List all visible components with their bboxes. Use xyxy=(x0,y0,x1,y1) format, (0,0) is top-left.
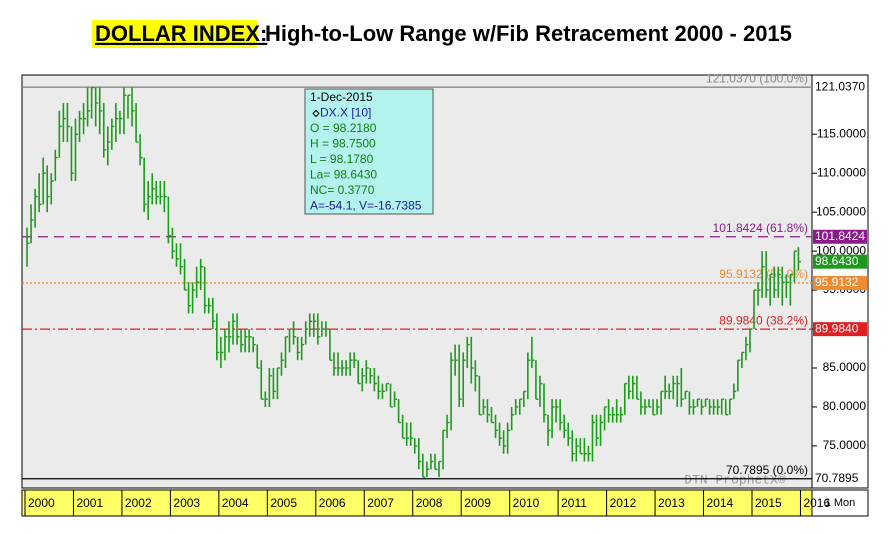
fib-tag-bg xyxy=(813,322,867,337)
fib-tag-bg xyxy=(813,471,867,486)
x-tick-label: 2013 xyxy=(658,496,685,510)
y-tick-label: 105.0000 xyxy=(816,204,866,218)
y-tick-label: 85.0000 xyxy=(823,360,867,374)
time-axis xyxy=(21,489,869,517)
fib-tag-bg xyxy=(813,80,867,95)
fib-tag: 121.0370 xyxy=(815,79,865,93)
chart-title: High-to-Low Range w/Fib Retracement 2000… xyxy=(265,21,792,46)
x-tick-label: 2016 xyxy=(803,496,830,510)
tooltip-line: NC= 0.3770 xyxy=(310,183,375,197)
x-tick-label: 2005 xyxy=(270,496,297,510)
y-tick-label: 115.0000 xyxy=(817,126,866,140)
x-tick-label: 2010 xyxy=(513,496,540,510)
x-tick-label: 2009 xyxy=(464,496,491,510)
tooltip: 1-Dec-2015 DX.X [10]O = 98.2180 H = 98.750… xyxy=(304,88,434,215)
tooltip-line: 1-Dec-2015 xyxy=(310,90,373,104)
x-tick-label: 2012 xyxy=(610,496,637,510)
last-price: 98.6430 xyxy=(815,254,859,268)
fib-tag-bg xyxy=(813,275,867,290)
fib-tag-bg xyxy=(813,229,867,244)
tooltip-line: La= 98.6430 xyxy=(310,168,377,182)
x-tick-label: 2003 xyxy=(173,496,200,510)
tooltip-line: O = 98.2180 xyxy=(310,121,377,135)
x-tick-label: 2007 xyxy=(367,496,394,510)
tooltip-line: DX.X [10] xyxy=(320,106,371,120)
title-highlight-bg xyxy=(92,20,257,48)
fib-tag: 95.9132 xyxy=(815,275,859,289)
tooltip-line: L = 98.1780 xyxy=(310,152,374,166)
fib-label: 101.8424 (61.8%) xyxy=(713,221,808,235)
x-tick-label: 2002 xyxy=(125,496,152,510)
fib-label: 121.0370 (100.0%) xyxy=(706,71,808,85)
tooltip-line: A=-54.1, V=-16.7385 xyxy=(310,199,422,213)
fib-tag: 89.9840 xyxy=(815,321,859,335)
x-tick-label: 2015 xyxy=(755,496,782,510)
period: 1 Mon xyxy=(825,497,856,509)
diamond-icon xyxy=(312,109,320,118)
fib-label: 89.9840 (38.2%) xyxy=(719,313,808,327)
fib-tag: 70.7895 xyxy=(815,471,859,485)
x-tick-label: 2011 xyxy=(561,496,587,510)
fib-label: 70.7895 (0.0%) xyxy=(726,463,808,477)
watermark: DTN ProphetX® xyxy=(684,472,786,487)
last-price-bg xyxy=(813,254,867,269)
x-tick-label: 2000 xyxy=(28,496,55,510)
x-tick-label: 2001 xyxy=(76,496,103,510)
y-tick-label: 110.0000 xyxy=(817,165,866,179)
y-tick-label: 100.0000 xyxy=(816,243,866,257)
x-tick-label: 2006 xyxy=(319,496,346,510)
fib-tag: 101.8424 xyxy=(815,229,865,243)
tooltip-line: H = 98.7500 xyxy=(310,137,376,151)
y-tick-label: 75.0000 xyxy=(823,438,867,452)
x-tick-label: 2008 xyxy=(416,496,443,510)
tooltip-box xyxy=(304,88,434,215)
title-highlight: DOLLAR INDEX: xyxy=(95,21,267,46)
period-box xyxy=(811,489,869,517)
y-tick-label: 80.0000 xyxy=(823,399,867,413)
x-tick-label: 2014 xyxy=(707,496,734,510)
x-tick-label: 2004 xyxy=(222,496,249,510)
